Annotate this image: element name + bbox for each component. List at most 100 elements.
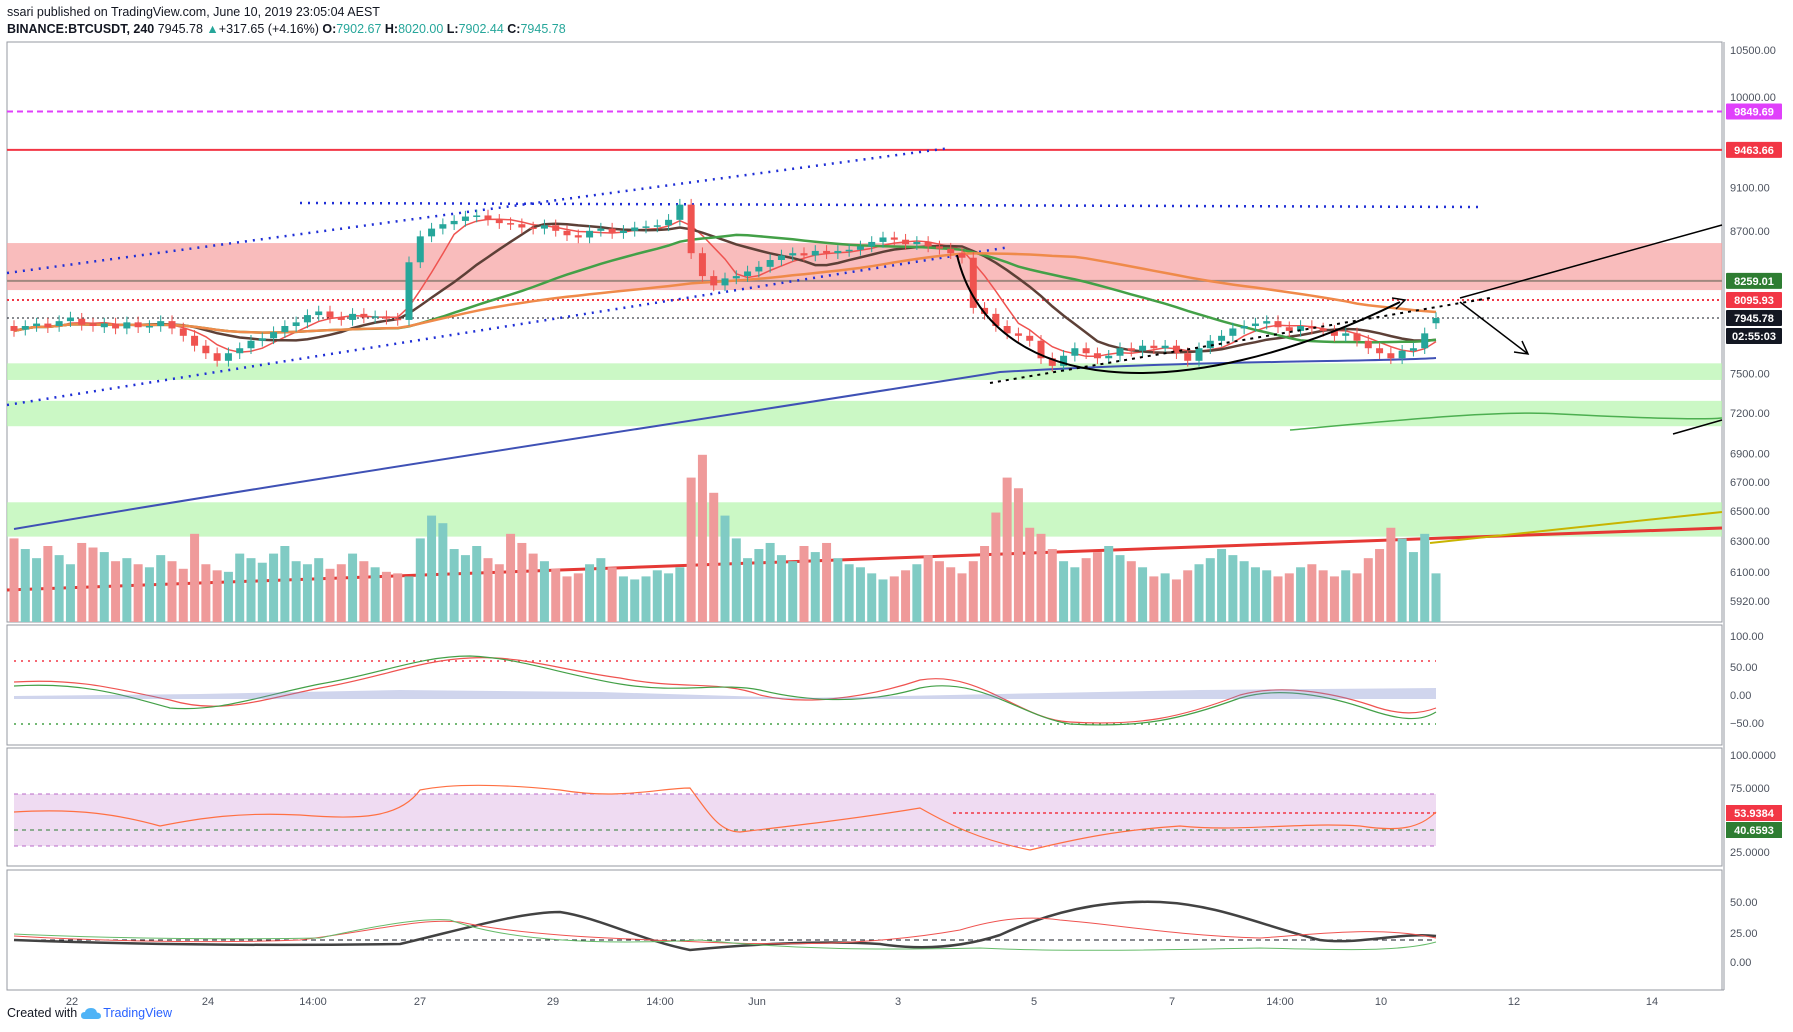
candle-body [1026,335,1034,341]
price-tags: 9849.69 9463.66 8259.01 8095.93 7945.78 02:55… [1726,103,1782,838]
volume-bar [788,561,798,622]
volume-bar [946,567,956,622]
price-tag-box [1726,272,1782,289]
candle-body [371,316,379,318]
volume-bar [54,555,64,622]
volume-bar [43,546,53,622]
price-tick-label: 8700.00 [1730,226,1770,238]
volume-bar [404,576,414,622]
zone-2 [7,400,1722,427]
candle-body [1274,321,1282,328]
price-tag-box [1726,103,1782,120]
candle-body [687,204,695,254]
volume-bar [844,564,854,622]
time-tick-label: 12 [1508,996,1520,1008]
price-tag-box [1726,141,1782,158]
volume-bar [1296,567,1306,622]
candle-body [868,241,876,247]
volume-bar [156,555,166,622]
candle-body [1105,355,1113,359]
price-tick-label: 10500.00 [1730,45,1776,57]
trend-yellow [1429,511,1723,544]
volume-bar [472,546,482,622]
candle-body [145,326,153,328]
candle-body [123,322,131,329]
candle-body [439,224,447,229]
rsi-tag-box [1726,822,1782,838]
volume-bar [1217,549,1227,622]
tradingview-brand: TradingView [103,1006,172,1020]
time-tick-label: 14:00 [646,996,674,1008]
volume-bar [607,567,617,622]
candle-body [1014,333,1022,336]
candle-body [1139,345,1147,351]
candle-body [236,348,244,354]
candle-body [540,225,548,229]
candle-body [89,323,97,327]
price-tag-box [1726,292,1782,309]
candle-body [349,313,357,320]
price-tag-label: 8095.93 [1734,295,1774,307]
volume-bar [122,558,132,622]
candle-body [811,250,819,256]
candle-body [1330,330,1338,336]
volume-bar [1375,549,1385,622]
volume-bar [1036,533,1046,622]
low-label: L: [446,22,459,36]
candle-body [326,311,334,318]
candle-body [1308,326,1316,329]
volume-bar [901,570,911,622]
volume-bar [393,573,403,622]
candle-body [213,353,221,361]
candle-body [303,315,311,323]
trend-horizontal-dotted [299,201,1481,209]
volume-bar [438,523,448,622]
candle-body [44,323,52,328]
candle-body [698,253,706,277]
candle-body [21,326,29,330]
candles [10,198,1440,372]
volume-bar [1115,555,1125,622]
volume-bar [325,568,335,622]
dmi-plus-line [13,917,1437,945]
volume-bar [1273,576,1283,622]
candle-body [507,223,515,225]
candle-body [1127,348,1135,351]
volume-bar [494,564,504,622]
close-label: C: [507,22,521,36]
candle-body [473,215,481,217]
candle-body [834,250,842,254]
volume-bar [957,573,967,622]
candle-body [518,224,526,228]
candle-body [1387,353,1395,359]
volume-bar [1002,477,1012,622]
price-tick-label: 10000.00 [1730,92,1776,104]
arrow-down-head-icon [1513,340,1530,355]
trend-lower-channel [6,245,1011,407]
volume-bar [32,558,42,622]
tradingview-logo[interactable]: TradingView [81,1006,172,1021]
candle-body [1150,345,1158,349]
rsi-tick-label: 75.0000 [1730,783,1770,795]
volume-bar [1284,573,1294,622]
volume-bar [1059,561,1069,622]
time-tick-label: 24 [202,996,214,1008]
rsi-tag-label: 53.9384 [1734,808,1775,820]
volume-bar [336,564,346,622]
candle-body [947,248,955,254]
volume-bar [618,576,628,622]
candle-body [405,262,413,320]
candle-body [935,246,943,249]
last-price: 7945.78 [157,22,203,36]
price-tick-label: 6100.00 [1730,567,1770,579]
stoch-tick-label: −50.00 [1730,718,1764,730]
volume-bar [1126,561,1136,622]
symbol-label[interactable]: BINANCE:BTCUSDT, 240 [7,22,155,36]
low-value: 7902.44 [458,22,504,36]
time-tick-label: 5 [1031,996,1037,1008]
time-tick-label: Jun [748,996,766,1008]
volume-bar [1228,555,1238,622]
candle-body [710,276,718,286]
candle-body [800,253,808,256]
